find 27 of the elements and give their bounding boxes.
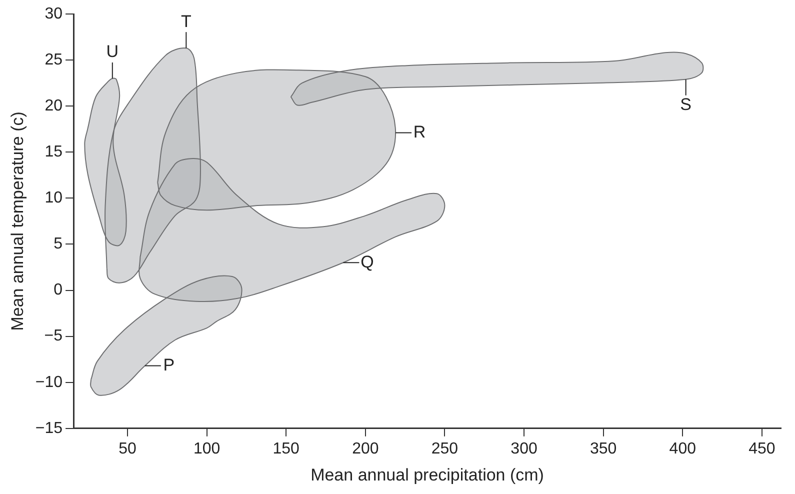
y-tick-label: 20: [44, 97, 63, 114]
annotation: U: [106, 42, 119, 62]
x-tick-label: 200: [352, 440, 379, 458]
annotation: P: [163, 355, 175, 374]
x-tick-label: 250: [431, 440, 458, 458]
y-tick-label: 30: [44, 5, 63, 22]
annotation: T: [180, 12, 192, 31]
y-tick-label: −5: [44, 328, 63, 345]
x-tick-label: 400: [669, 440, 696, 458]
y-tick-label: −10: [35, 374, 63, 391]
x-tick-label: 100: [193, 440, 220, 458]
x-tick-label: 50: [118, 440, 136, 458]
y-axis-title: Mean annual temperature (c): [8, 112, 27, 331]
x-tick-label: 300: [510, 440, 538, 458]
y-tick-label: 0: [54, 282, 63, 299]
y-tick-label: 15: [44, 144, 63, 161]
x-axis-title: Mean annual precipitation (cm): [310, 465, 544, 484]
y-tick-label: 10: [44, 190, 63, 207]
x-tick-label: 150: [272, 440, 300, 458]
annotation: S: [680, 95, 692, 114]
x-tick-label: 350: [590, 440, 617, 458]
annotation: Q: [360, 252, 374, 272]
annotation: R: [413, 122, 426, 142]
y-tick-label: 25: [44, 51, 63, 68]
y-tick-label: −15: [35, 420, 63, 437]
x-tick-label: 450: [748, 440, 776, 458]
y-tick-label: 5: [54, 236, 63, 253]
